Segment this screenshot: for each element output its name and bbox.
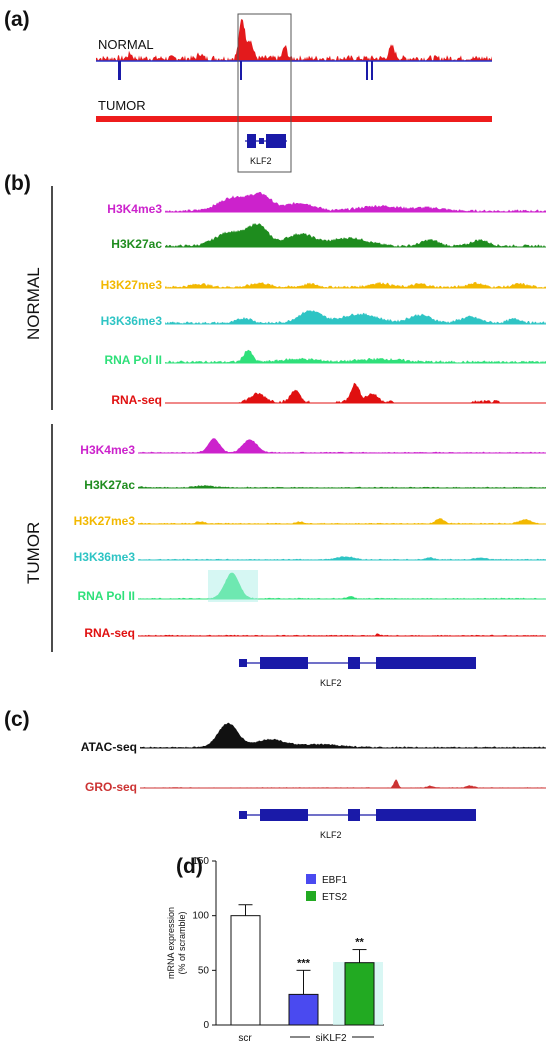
tumor-track-label: RNA-seq (84, 626, 135, 640)
tumor-track-bar (96, 116, 492, 122)
normal-signal (96, 19, 492, 62)
panel-d-label: (d) (176, 855, 203, 878)
legend-label: EBF1 (322, 875, 347, 886)
gene-exon (376, 657, 476, 669)
normal-track-label: H3K27me3 (101, 278, 163, 292)
tumor-group-label: TUMOR (24, 522, 43, 584)
bar-chart: 0 50 100 150 mRNA expression (% of scramble) *… (166, 856, 384, 1044)
normal-label-a: NORMAL (98, 37, 154, 52)
pol2-highlight (208, 570, 258, 602)
x-tick-label: scr (238, 1033, 252, 1044)
gene-label-b: KLF2 (320, 678, 342, 688)
panel-b-label: (b) (4, 172, 31, 195)
gene-exon (239, 659, 247, 667)
legend-swatch (306, 874, 316, 884)
tumor-track-label: H3K27me3 (74, 514, 136, 528)
bar-EBF1 (288, 993, 319, 1026)
normal-group-label: NORMAL (24, 267, 43, 340)
normal-track-0 (165, 191, 546, 212)
gene-exon (239, 811, 247, 819)
normal-signal-track (96, 19, 492, 62)
tumor-track-3 (138, 556, 546, 560)
negative-bar (371, 61, 373, 80)
y-tick-label: 100 (192, 911, 209, 922)
y-tick-label: 50 (198, 965, 210, 976)
gene-model-a (245, 134, 287, 148)
tumor-label-a: TUMOR (98, 98, 146, 113)
negative-bar (240, 61, 242, 80)
gene-exon (266, 134, 286, 148)
gene-label-c: KLF2 (320, 830, 342, 840)
gene-label-a: KLF2 (250, 156, 272, 166)
negative-signal-bars (118, 61, 373, 80)
normal-track-label: RNA-seq (111, 393, 162, 407)
klf2-highlight-box (237, 13, 292, 173)
normal-track-2 (165, 281, 546, 288)
y-tick-label: 0 (203, 1020, 209, 1031)
tumor-track-labels: H3K4me3 H3K27ac H3K27me3 H3K36me3 RNA Po… (74, 443, 136, 640)
tumor-track-2 (138, 518, 546, 524)
tumor-track-0 (138, 438, 546, 453)
gene-exon (348, 809, 360, 821)
gro-seq-label: GRO-seq (85, 780, 137, 794)
y-tick-label: 150 (192, 856, 209, 867)
gene-exon (376, 809, 476, 821)
y-axis-label: mRNA expression (166, 907, 176, 979)
gene-exon (348, 657, 360, 669)
atac-seq-label: ATAC-seq (81, 740, 137, 754)
chip-seq-tracks (138, 191, 546, 637)
tumor-track-label: H3K4me3 (80, 443, 135, 457)
legend-swatch (306, 891, 316, 901)
gene-exon (259, 138, 264, 144)
tumor-track-label: RNA Pol II (77, 589, 135, 603)
normal-track-label: RNA Pol II (104, 353, 162, 367)
bar-scr (230, 915, 261, 1026)
panel-c-tracks (140, 722, 546, 789)
bar-ETS2 (344, 962, 375, 1026)
gro-seq-track (140, 779, 546, 788)
gene-exon (247, 134, 256, 148)
gene-exon (260, 809, 308, 821)
significance-mark: *** (297, 957, 311, 969)
tumor-track-label: H3K27ac (84, 478, 135, 492)
panel-a-label: (a) (4, 8, 30, 31)
gene-model-b (239, 657, 476, 669)
legend-label: ETS2 (322, 892, 347, 903)
normal-track-labels: H3K4me3 H3K27ac H3K27me3 H3K36me3 RNA Po… (101, 202, 163, 407)
gene-exon (260, 657, 308, 669)
normal-track-3 (165, 310, 546, 324)
normal-track-5 (165, 382, 546, 403)
group-label: siKLF2 (315, 1033, 347, 1044)
normal-track-label: H3K36me3 (101, 314, 163, 328)
tumor-track-4 (138, 572, 546, 599)
normal-track-1 (165, 223, 546, 247)
normal-track-label: H3K27ac (111, 237, 162, 251)
gene-model-c (239, 809, 476, 821)
significance-mark: ** (355, 937, 364, 949)
normal-track-label: H3K4me3 (107, 202, 162, 216)
negative-bar (366, 61, 368, 80)
y-axis-label: (% of scramble) (177, 911, 187, 974)
negative-bar (118, 61, 121, 80)
tumor-track-label: H3K36me3 (74, 550, 136, 564)
normal-track-4 (165, 349, 546, 363)
atac-seq-track (140, 722, 546, 748)
panel-c-label: (c) (4, 708, 30, 731)
